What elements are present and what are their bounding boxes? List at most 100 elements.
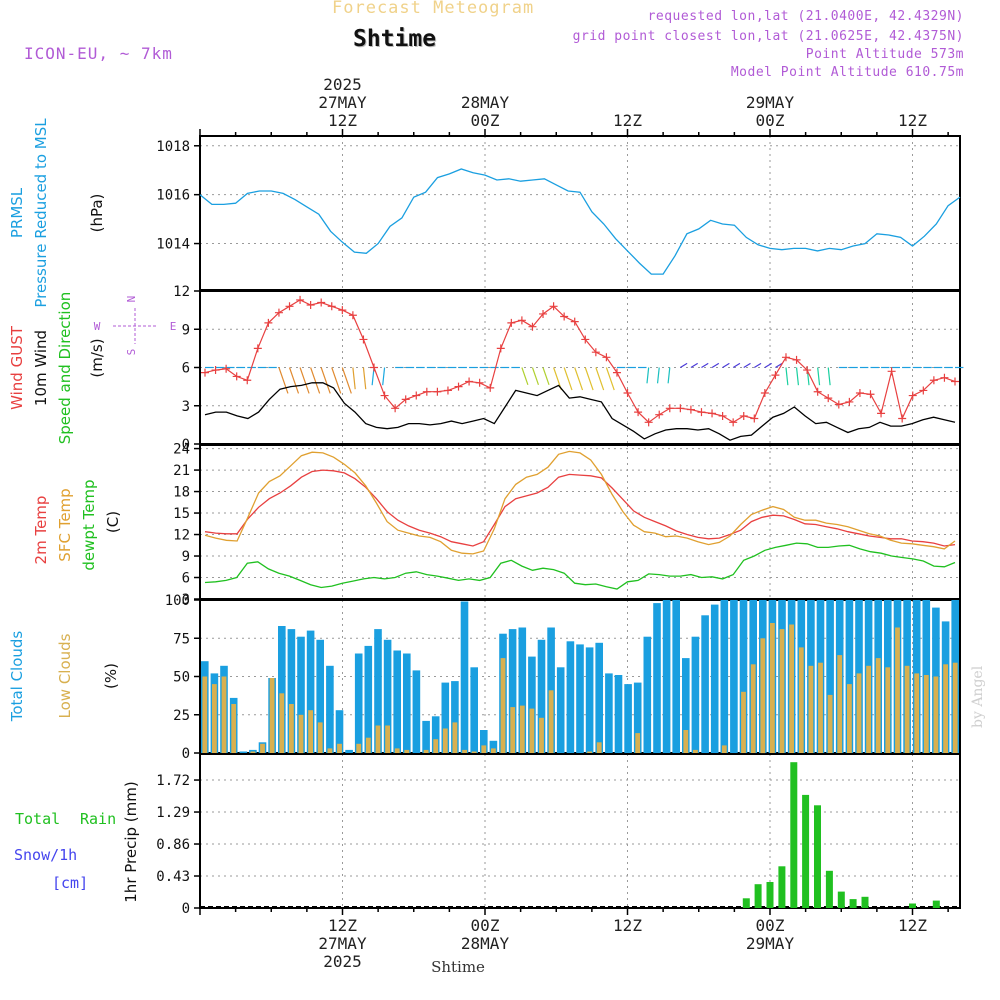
gust-marker bbox=[264, 318, 273, 327]
gust-marker bbox=[243, 376, 252, 385]
y-tick-label: 6 bbox=[182, 571, 190, 587]
gust-marker bbox=[433, 387, 442, 396]
y-tick-label: 12 bbox=[173, 284, 190, 300]
total-cloud-bar bbox=[566, 641, 575, 753]
low-cloud-bar bbox=[847, 684, 852, 753]
total-cloud-bar bbox=[662, 600, 671, 753]
low-cloud-bar bbox=[798, 647, 804, 753]
top-time-label: 27MAY bbox=[318, 93, 367, 112]
gust-marker bbox=[824, 394, 833, 403]
total-cloud-bar bbox=[556, 667, 565, 753]
gust-marker bbox=[813, 387, 822, 396]
gust-marker bbox=[496, 344, 505, 353]
low-cloud-bar bbox=[298, 714, 304, 754]
low-cloud-bar bbox=[885, 667, 891, 753]
wind-arrow bbox=[563, 367, 573, 391]
wind-arrow bbox=[646, 367, 650, 384]
temp-line bbox=[204, 469, 956, 547]
gust-marker bbox=[581, 335, 590, 344]
gust-marker bbox=[380, 391, 389, 400]
sfc-temp-line bbox=[204, 450, 956, 555]
total-cloud-bar bbox=[489, 740, 498, 753]
wind-line bbox=[204, 382, 956, 441]
gust-marker bbox=[929, 376, 938, 385]
low-cloud-bar bbox=[875, 658, 881, 753]
y-tick-label: 12 bbox=[173, 528, 190, 544]
total-cloud-bar bbox=[374, 629, 382, 753]
precip-label: 1hr Precip (mm) bbox=[122, 781, 140, 902]
gust-marker bbox=[401, 395, 410, 404]
wind-arrow bbox=[722, 362, 730, 369]
wind-arrow bbox=[656, 367, 660, 384]
total-clouds-label: Total Clouds bbox=[8, 631, 26, 723]
gust-marker bbox=[940, 373, 949, 382]
gust-marker bbox=[792, 355, 801, 364]
bottom-time-label: 28MAY bbox=[461, 934, 510, 953]
gust-marker bbox=[781, 353, 790, 362]
gust-marker bbox=[222, 364, 231, 373]
wind-arrow bbox=[362, 367, 367, 390]
gust-marker bbox=[644, 418, 653, 427]
y-tick-label: 1.72 bbox=[156, 773, 190, 789]
bottom-time-label: 12Z bbox=[898, 916, 927, 935]
precip-bar bbox=[837, 891, 845, 908]
wind-arrow bbox=[310, 367, 321, 394]
gust-marker bbox=[834, 400, 843, 409]
low-cloud-bar bbox=[952, 662, 958, 753]
gust-marker bbox=[612, 368, 621, 377]
low-cloud-bar bbox=[789, 624, 794, 753]
gust-marker bbox=[517, 316, 526, 325]
low-cloud-bar bbox=[866, 665, 871, 753]
total-cloud-bar bbox=[345, 749, 353, 753]
total-cloud-bar bbox=[354, 653, 363, 753]
low-cloud-bar bbox=[856, 673, 862, 753]
total-cloud-bar bbox=[335, 710, 344, 753]
gust-marker bbox=[570, 317, 579, 326]
low-cloud-bar bbox=[914, 673, 920, 753]
gust-marker bbox=[623, 389, 632, 397]
temp-label: 2m Temp bbox=[32, 496, 50, 565]
total-cloud-bar bbox=[393, 650, 401, 753]
wind-arrow bbox=[341, 367, 352, 394]
wind-arrow bbox=[711, 362, 720, 369]
low-cloud-bar bbox=[818, 662, 823, 753]
low-cloud-bar bbox=[519, 705, 525, 753]
gust-marker bbox=[338, 306, 347, 315]
gust-marker bbox=[750, 414, 759, 423]
low-cloud-bar bbox=[510, 707, 516, 753]
total-cloud-bar bbox=[653, 603, 661, 753]
total-cloud-bar bbox=[508, 629, 517, 753]
low-cloud-bar bbox=[837, 655, 843, 753]
dewpt-line bbox=[204, 542, 956, 590]
low-cloud-bar bbox=[923, 675, 929, 753]
total-cloud-bar bbox=[239, 751, 248, 753]
compass-east-label: E bbox=[170, 320, 177, 333]
gust-marker bbox=[951, 377, 959, 386]
total-cloud-bar bbox=[585, 647, 594, 753]
gust-label: Wind GUST bbox=[8, 325, 26, 410]
gust-marker bbox=[253, 344, 262, 353]
gust-marker bbox=[285, 302, 294, 311]
total-cloud-bar bbox=[470, 667, 478, 753]
total-cloud-bar bbox=[691, 636, 700, 753]
low-cloud-bar bbox=[308, 710, 313, 753]
total-cloud-bar bbox=[460, 601, 469, 753]
low-cloud-bar bbox=[269, 678, 275, 753]
footer-place-label: Shtime bbox=[431, 958, 485, 976]
low-cloud-bar bbox=[548, 690, 554, 753]
gust-marker bbox=[676, 404, 685, 413]
low-cloud-bar bbox=[250, 751, 256, 753]
clouds-unit-label: (%) bbox=[102, 663, 120, 689]
total-cloud-bar bbox=[701, 615, 709, 753]
y-tick-label: 25 bbox=[173, 708, 190, 724]
y-tick-label: 0 bbox=[182, 437, 190, 453]
gust-marker bbox=[539, 309, 548, 318]
total-cloud-bar bbox=[412, 670, 421, 753]
wind-arrow bbox=[827, 367, 831, 386]
wind-arrow bbox=[574, 367, 584, 391]
total-cloud-bar bbox=[845, 600, 854, 753]
low-cloud-bar bbox=[635, 733, 641, 753]
snow-unit-label: [cm] bbox=[52, 874, 88, 892]
wind-arrow bbox=[331, 367, 342, 394]
low-cloud-bar bbox=[770, 623, 775, 753]
